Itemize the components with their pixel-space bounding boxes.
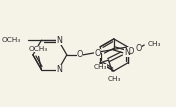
Text: O: O (127, 47, 133, 56)
Text: N: N (56, 65, 62, 74)
Text: CH₃: CH₃ (107, 76, 121, 82)
Text: OCH₃: OCH₃ (1, 37, 21, 43)
Text: CH₃: CH₃ (94, 64, 108, 70)
Text: N: N (124, 48, 130, 57)
Text: O: O (136, 44, 142, 53)
Text: N: N (56, 36, 62, 45)
Text: OCH₃: OCH₃ (29, 46, 48, 52)
Text: O: O (94, 49, 101, 58)
Text: CH₃: CH₃ (148, 41, 162, 47)
Text: O: O (77, 50, 83, 59)
